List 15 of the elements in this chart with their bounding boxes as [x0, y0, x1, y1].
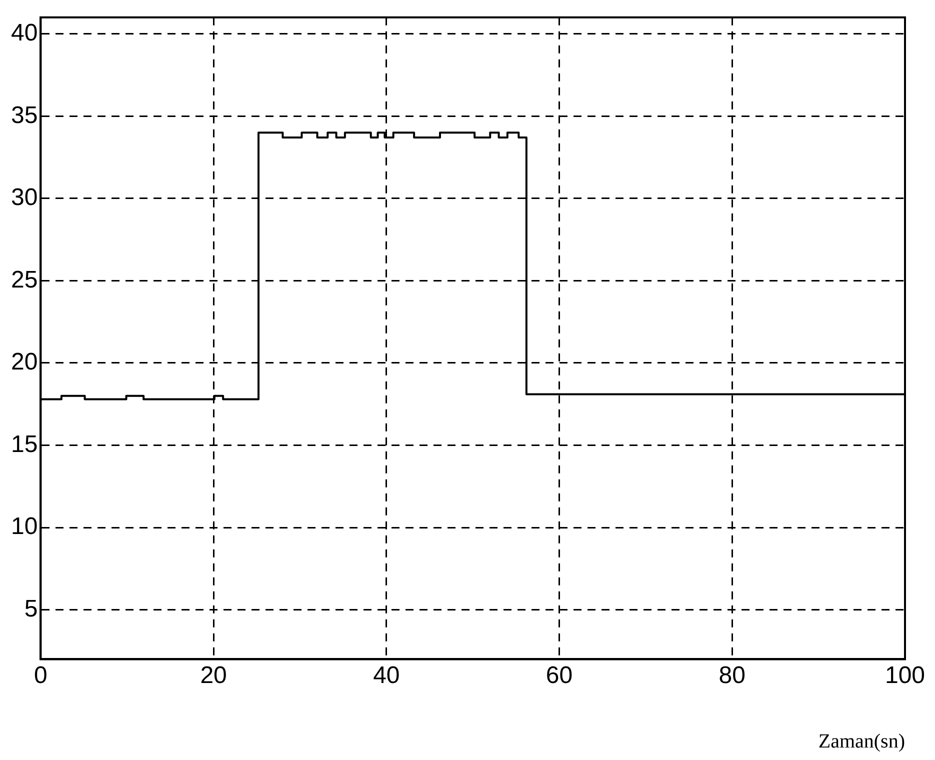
x-axis-title: Zaman(sn) [818, 730, 905, 752]
x-tick-label: 20 [200, 662, 227, 690]
x-tick-label: 60 [546, 662, 573, 690]
y-tick-label: 20 [10, 348, 38, 376]
y-tick-label: 35 [10, 102, 38, 129]
y-tick-label: 5 [24, 595, 38, 622]
x-tick-label: 40 [373, 662, 400, 690]
x-tick-label: 100 [884, 662, 926, 690]
y-tick-label: 10 [10, 513, 38, 540]
y-tick-label: 25 [10, 266, 38, 294]
x-tick-label: 0 [34, 662, 48, 690]
x-tick-label: 80 [718, 662, 746, 690]
y-tick-label: 30 [10, 184, 38, 212]
y-tick-label: 15 [10, 430, 38, 458]
y-tick-label: 40 [10, 19, 38, 46]
